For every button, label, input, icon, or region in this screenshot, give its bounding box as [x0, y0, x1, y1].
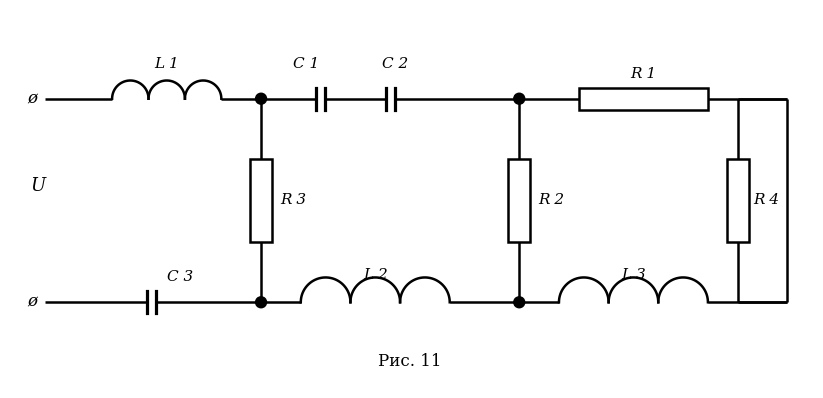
Text: R 3: R 3 [280, 193, 306, 207]
Text: L 3: L 3 [621, 268, 646, 283]
Text: C 3: C 3 [167, 270, 193, 285]
Text: Рис. 11: Рис. 11 [379, 353, 442, 371]
Circle shape [514, 297, 525, 308]
Circle shape [514, 93, 525, 104]
Circle shape [256, 93, 267, 104]
Text: R 2: R 2 [538, 193, 565, 207]
Text: C 1: C 1 [293, 57, 319, 71]
Text: R 4: R 4 [754, 193, 779, 207]
Text: L 2: L 2 [363, 268, 388, 283]
Text: ø: ø [28, 90, 38, 107]
Text: L 1: L 1 [155, 57, 179, 71]
Bar [579, 88, 708, 109]
Circle shape [256, 297, 267, 308]
Bar [727, 159, 749, 242]
Text: U: U [30, 177, 45, 195]
Bar [509, 159, 530, 242]
Text: C 2: C 2 [382, 57, 408, 71]
Text: R 1: R 1 [630, 67, 657, 81]
Bar [250, 159, 272, 242]
Text: ø: ø [28, 294, 38, 311]
